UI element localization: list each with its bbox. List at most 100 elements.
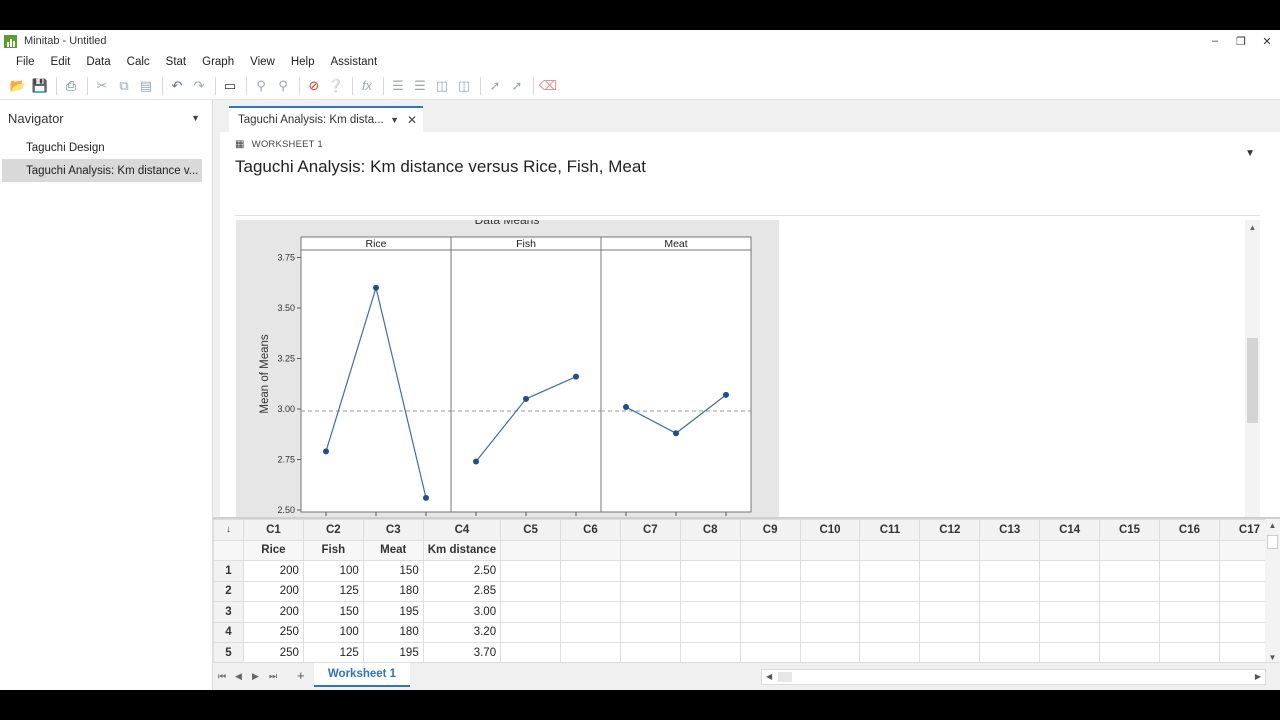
data-cell[interactable] bbox=[1099, 560, 1160, 582]
redo-icon[interactable]: ↷ bbox=[193, 77, 205, 93]
column-header[interactable]: C3 bbox=[362, 519, 424, 541]
data-cell[interactable] bbox=[619, 580, 681, 602]
output-collapse-icon[interactable]: ▼ bbox=[1245, 148, 1255, 159]
data-cell[interactable]: 250 bbox=[242, 642, 304, 662]
data-cell[interactable] bbox=[679, 580, 741, 602]
data-cell[interactable] bbox=[1039, 621, 1101, 643]
column-name-cell[interactable] bbox=[619, 539, 681, 561]
row-number[interactable]: 4 bbox=[213, 621, 244, 643]
stop-icon[interactable]: ⊘ bbox=[308, 77, 320, 93]
navigator-menu-icon[interactable]: ▼ bbox=[191, 113, 200, 123]
data-cell[interactable]: 125 bbox=[302, 580, 364, 602]
data-cell[interactable]: 200 bbox=[242, 560, 304, 582]
data-cell[interactable] bbox=[1159, 642, 1220, 662]
find-icon[interactable]: ⚲ bbox=[256, 77, 266, 93]
data-cell[interactable] bbox=[1099, 642, 1160, 662]
close-button[interactable]: ✕ bbox=[1262, 35, 1272, 48]
data-cell[interactable] bbox=[799, 642, 861, 662]
column-name-cell[interactable] bbox=[979, 539, 1041, 561]
delete-col-icon[interactable]: ☰ bbox=[414, 77, 426, 93]
column-name-cell[interactable] bbox=[500, 539, 561, 561]
data-cell[interactable] bbox=[799, 580, 861, 602]
scroll-thumb[interactable] bbox=[1267, 535, 1278, 549]
data-cell[interactable] bbox=[1159, 621, 1220, 643]
data-cell[interactable] bbox=[679, 601, 741, 623]
data-cell[interactable] bbox=[979, 560, 1041, 582]
plot-icon[interactable]: ➚ bbox=[511, 77, 523, 93]
data-cell[interactable] bbox=[500, 642, 561, 662]
next-sheet-icon[interactable]: ▶ bbox=[252, 671, 259, 681]
column-header[interactable]: C2 bbox=[302, 519, 364, 541]
restore-button[interactable]: ❐ bbox=[1236, 35, 1246, 48]
column-name-cell[interactable] bbox=[739, 539, 801, 561]
data-cell[interactable]: 150 bbox=[302, 601, 364, 623]
data-cell[interactable] bbox=[1039, 642, 1101, 662]
data-cell[interactable] bbox=[859, 601, 921, 623]
data-cell[interactable] bbox=[500, 560, 561, 582]
data-cell[interactable] bbox=[500, 621, 561, 643]
column-name-cell[interactable] bbox=[1099, 539, 1160, 561]
column-name-cell[interactable]: Meat bbox=[362, 539, 424, 561]
column-name-cell[interactable] bbox=[859, 539, 921, 561]
data-cell[interactable] bbox=[560, 601, 621, 623]
brush-icon[interactable]: ➚ bbox=[489, 77, 501, 93]
prev-sheet-icon[interactable]: ◀ bbox=[235, 671, 242, 681]
scroll-down-icon[interactable]: ▼ bbox=[1268, 653, 1277, 662]
save-icon[interactable]: 💾 bbox=[31, 77, 49, 93]
data-cell[interactable]: 180 bbox=[362, 621, 424, 643]
menu-file[interactable]: File bbox=[16, 56, 35, 68]
column-header[interactable]: C4 bbox=[422, 519, 502, 541]
data-cell[interactable] bbox=[799, 621, 861, 643]
column-name-cell[interactable]: Rice bbox=[242, 539, 304, 561]
menu-edit[interactable]: Edit bbox=[50, 56, 71, 68]
column-name-cell[interactable] bbox=[1039, 539, 1101, 561]
data-cell[interactable] bbox=[739, 601, 801, 623]
column-name-cell[interactable]: Km distance bbox=[422, 539, 502, 561]
column-name-cell[interactable] bbox=[679, 539, 741, 561]
last-sheet-icon[interactable]: ⏭ bbox=[269, 671, 278, 681]
scroll-up-icon[interactable]: ▲ bbox=[1248, 222, 1257, 232]
data-cell[interactable]: 100 bbox=[302, 560, 364, 582]
data-cell[interactable]: 3.20 bbox=[422, 621, 502, 643]
menu-assistant[interactable]: Assistant bbox=[330, 56, 378, 68]
data-cell[interactable] bbox=[919, 560, 981, 582]
data-cell[interactable] bbox=[500, 580, 561, 602]
column-header[interactable]: C8 bbox=[679, 519, 741, 541]
data-cell[interactable] bbox=[859, 621, 921, 643]
data-cell[interactable] bbox=[560, 642, 621, 662]
data-cell[interactable] bbox=[979, 601, 1041, 623]
scroll-right-icon[interactable]: ▶ bbox=[1254, 672, 1261, 681]
help-icon[interactable]: ❔ bbox=[327, 77, 345, 93]
chevron-down-icon[interactable]: ▼ bbox=[390, 115, 399, 125]
data-cell[interactable] bbox=[1039, 560, 1101, 582]
data-cell[interactable] bbox=[1159, 580, 1220, 602]
data-cell[interactable] bbox=[739, 580, 801, 602]
open-icon[interactable]: 📂 bbox=[9, 77, 27, 93]
scroll-thumb[interactable] bbox=[1247, 338, 1258, 423]
output-scrollbar[interactable]: ▲ ▼ bbox=[1245, 220, 1260, 543]
eraser-icon[interactable]: ⌫ bbox=[538, 77, 558, 93]
data-cell[interactable] bbox=[1039, 601, 1101, 623]
paste-icon[interactable]: ▤ bbox=[139, 77, 153, 93]
data-cell[interactable] bbox=[1099, 580, 1160, 602]
data-cell[interactable]: 150 bbox=[362, 560, 424, 582]
data-cell[interactable] bbox=[1099, 621, 1160, 643]
data-cell[interactable] bbox=[799, 601, 861, 623]
data-cell[interactable] bbox=[679, 621, 741, 643]
data-cell[interactable]: 125 bbox=[302, 642, 364, 662]
column-header[interactable]: C14 bbox=[1039, 519, 1101, 541]
sort-icon[interactable]: ◫ bbox=[457, 77, 471, 93]
data-cell[interactable] bbox=[560, 560, 621, 582]
data-cell[interactable]: 195 bbox=[362, 642, 424, 662]
menu-calc[interactable]: Calc bbox=[126, 56, 150, 68]
scroll-up-icon[interactable]: ▲ bbox=[1268, 521, 1277, 530]
data-cell[interactable] bbox=[1159, 601, 1220, 623]
nav-item-taguchi-design[interactable]: Taguchi Design bbox=[26, 141, 105, 154]
data-cell[interactable] bbox=[1159, 560, 1220, 582]
data-cell[interactable] bbox=[619, 601, 681, 623]
column-name-cell[interactable] bbox=[560, 539, 621, 561]
menu-data[interactable]: Data bbox=[86, 56, 111, 68]
row-number[interactable]: 3 bbox=[213, 601, 244, 623]
data-cell[interactable]: 3.00 bbox=[422, 601, 502, 623]
main-effects-chart[interactable]: Data Means 2.50 2.75 3.00 3.25 3.50 3.75 Mean o… bbox=[236, 220, 779, 542]
